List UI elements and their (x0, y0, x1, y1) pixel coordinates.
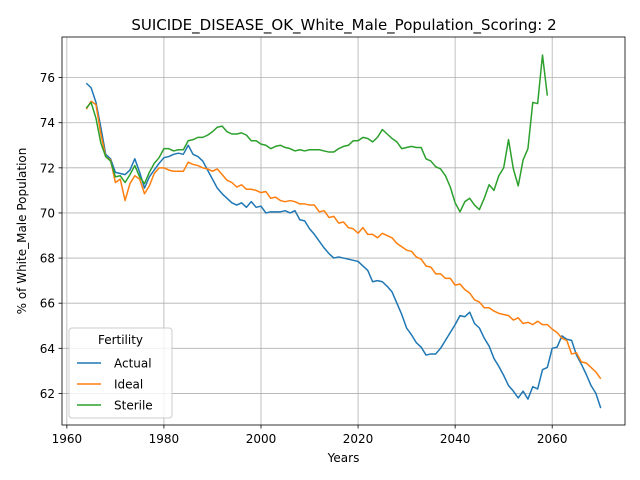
y-axis-label: % of White_Male Population (15, 148, 29, 315)
y-axis-ticks: 62 64 66 68 70 72 74 76 (40, 71, 62, 401)
y-tick-label: 64 (40, 342, 55, 356)
x-tick-label: 2060 (537, 432, 568, 446)
x-tick-label: 1960 (52, 432, 83, 446)
series-line-sterile (85, 54, 549, 213)
chart-title: SUICIDE_DISEASE_OK_White_Male_Population… (131, 16, 556, 35)
plot-area-frame (61, 36, 626, 426)
legend-label-sterile: Sterile (114, 399, 153, 413)
legend: Fertility Actual Ideal Sterile (68, 327, 173, 419)
x-axis-ticks: 1960 1980 2000 2020 2040 2060 (52, 425, 568, 446)
x-axis-label: Years (327, 451, 360, 465)
series-lines (85, 54, 602, 409)
legend-label-ideal: Ideal (114, 378, 143, 392)
x-tick-label: 2040 (440, 432, 471, 446)
y-tick-label: 70 (40, 206, 55, 220)
x-tick-label: 2000 (246, 432, 277, 446)
x-tick-label: 2020 (343, 432, 374, 446)
legend-items: Actual Ideal Sterile (77, 357, 153, 413)
x-tick-label: 1980 (149, 432, 180, 446)
series-line-ideal (85, 100, 602, 380)
y-tick-label: 62 (40, 387, 55, 401)
y-tick-label: 76 (40, 71, 55, 85)
y-tick-label: 66 (40, 297, 55, 311)
series-line-actual (85, 82, 602, 409)
legend-title: Fertility (98, 333, 143, 347)
y-tick-label: 68 (40, 252, 55, 266)
legend-box (68, 327, 173, 419)
y-tick-label: 74 (40, 116, 55, 130)
y-tick-label: 72 (40, 161, 55, 175)
legend-label-actual: Actual (114, 357, 152, 371)
